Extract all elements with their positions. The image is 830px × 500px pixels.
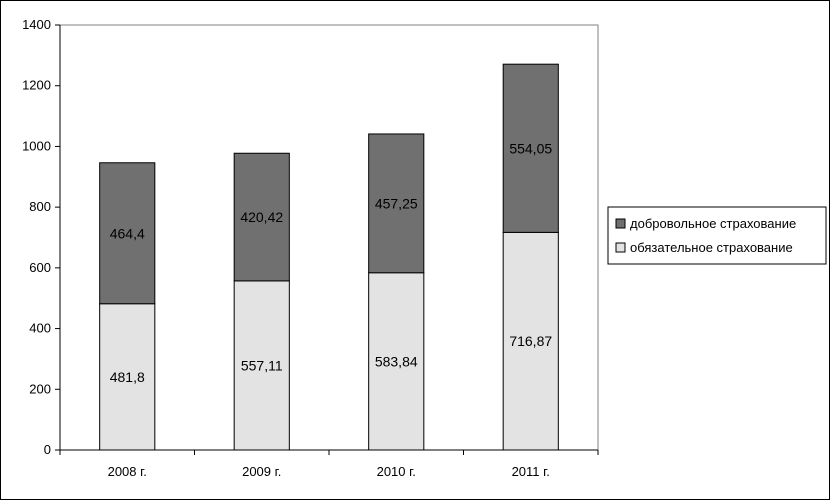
y-tick-label: 800 xyxy=(29,199,51,214)
x-tick-label: 2010 г. xyxy=(377,464,416,479)
data-label: 464,4 xyxy=(110,225,145,241)
x-tick-label: 2009 г. xyxy=(242,464,281,479)
bar-voluntary xyxy=(99,162,156,305)
bar-voluntary xyxy=(233,152,290,282)
bar-voluntary xyxy=(502,63,559,233)
data-label: 716,87 xyxy=(509,333,552,349)
y-tick-label: 200 xyxy=(29,381,51,396)
x-tick-label: 2008 г. xyxy=(108,464,147,479)
legend-label: добровольное страхование xyxy=(630,216,796,231)
legend-label: обязательное страхование xyxy=(630,240,793,255)
y-tick-label: 600 xyxy=(29,260,51,275)
bar-mandatory xyxy=(233,280,290,451)
bar-voluntary xyxy=(368,133,425,274)
y-tick-label: 1400 xyxy=(22,17,51,32)
legend-box xyxy=(607,206,827,265)
legend-swatch xyxy=(615,242,626,253)
data-label: 481,8 xyxy=(110,369,145,385)
data-label: 457,25 xyxy=(375,195,418,211)
y-tick-label: 1200 xyxy=(22,78,51,93)
data-label: 420,42 xyxy=(240,209,283,225)
bar-mandatory xyxy=(502,231,559,451)
y-tick-label: 0 xyxy=(44,442,51,457)
data-label: 557,11 xyxy=(241,357,283,373)
y-tick-label: 400 xyxy=(29,321,51,336)
data-label: 583,84 xyxy=(375,353,418,369)
bar-mandatory xyxy=(99,303,156,451)
x-tick-label: 2011 г. xyxy=(512,464,550,479)
y-tick-label: 1000 xyxy=(22,138,51,153)
legend-swatch xyxy=(615,218,626,229)
data-label: 554,05 xyxy=(509,140,552,156)
